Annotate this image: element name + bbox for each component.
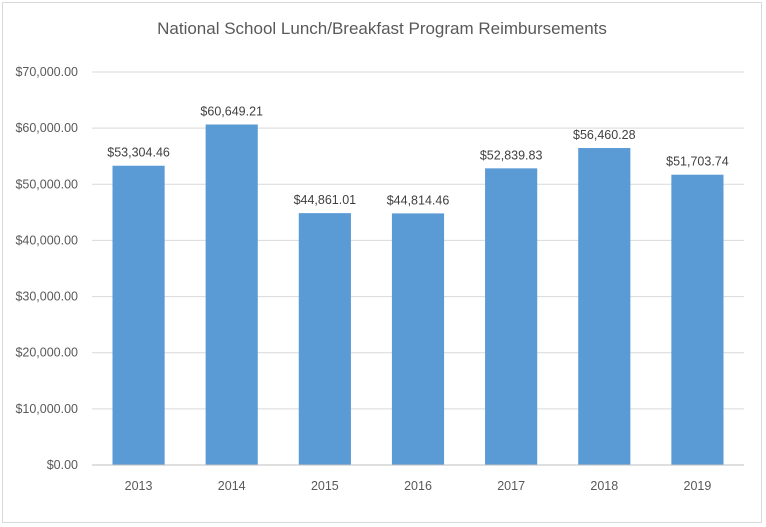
data-label-2019: $51,703.74 (666, 155, 729, 169)
chart-title: National School Lunch/Breakfast Program … (157, 19, 607, 38)
x-axis-ticks: 2013 2014 2015 2016 2017 2018 2019 (125, 479, 712, 493)
data-label-2018: $56,460.28 (573, 128, 636, 142)
x-tick-label-2014: 2014 (218, 479, 246, 493)
y-tick-label: $0.00 (47, 458, 78, 472)
y-tick-label: $40,000.00 (15, 233, 78, 247)
data-label-2015: $44,861.01 (294, 193, 357, 207)
data-label-2013: $53,304.46 (107, 146, 170, 160)
bars (112, 124, 724, 466)
bar-2013 (112, 165, 165, 466)
y-tick-label: $60,000.00 (15, 121, 78, 135)
data-label-2017: $52,839.83 (480, 148, 543, 162)
y-tick-label: $20,000.00 (15, 346, 78, 360)
gridlines (92, 71, 744, 410)
data-label-2014: $60,649.21 (200, 104, 263, 118)
x-tick-label-2015: 2015 (311, 479, 339, 493)
bar-2015 (298, 213, 351, 465)
y-axis-ticks: $0.00 $10,000.00 $20,000.00 $30,000.00 $40,0… (15, 65, 78, 472)
data-label-2016: $44,814.46 (387, 193, 450, 207)
x-tick-label-2016: 2016 (404, 479, 432, 493)
data-labels: $53,304.46 $60,649.21 $44,861.01 $44,814.46… (107, 104, 728, 207)
x-tick-label-2017: 2017 (497, 479, 525, 493)
x-tick-label-2013: 2013 (125, 479, 153, 493)
bar-2018 (578, 148, 631, 465)
x-tick-label-2019: 2019 (684, 479, 712, 493)
y-tick-label: $70,000.00 (15, 65, 78, 79)
bar-2017 (485, 168, 538, 465)
bar-2016 (391, 213, 445, 465)
bar-2014 (205, 124, 258, 465)
y-tick-label: $30,000.00 (15, 290, 78, 304)
bar-2019 (671, 174, 724, 465)
x-tick-label-2018: 2018 (590, 479, 618, 493)
y-tick-label: $50,000.00 (15, 177, 78, 191)
y-tick-label: $10,000.00 (15, 402, 78, 416)
